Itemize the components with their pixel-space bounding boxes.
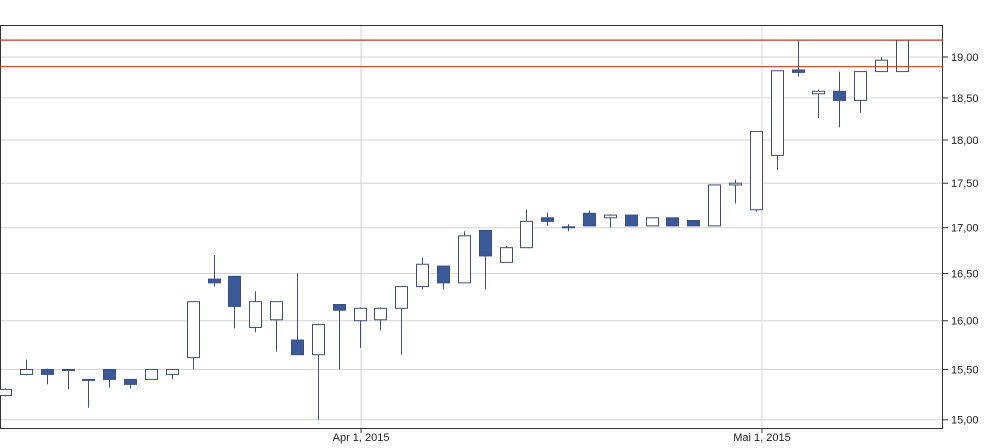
candle-body xyxy=(562,226,575,229)
candle-body xyxy=(166,368,179,375)
candle-body xyxy=(646,217,659,227)
y-tick-label: 17,50 xyxy=(951,178,979,190)
candle-body xyxy=(145,368,158,380)
candle-body xyxy=(833,90,846,101)
candle-body xyxy=(812,90,825,95)
candle-body xyxy=(604,214,617,219)
candle-body xyxy=(103,368,116,380)
candle-body xyxy=(20,368,33,375)
candle-body xyxy=(708,184,721,227)
candle-body xyxy=(416,263,429,288)
candle-body xyxy=(792,69,805,73)
candle-body xyxy=(354,307,367,322)
y-tick-label: 18,00 xyxy=(951,135,979,147)
candle-body xyxy=(312,324,325,356)
candle-body xyxy=(395,286,408,309)
y-tick-label: 15,50 xyxy=(951,364,979,376)
candle-body xyxy=(228,275,241,307)
candle-body xyxy=(520,220,533,249)
candle-body xyxy=(374,307,387,321)
candle-body xyxy=(187,301,200,359)
candle-body xyxy=(458,235,471,284)
candle-body xyxy=(82,378,95,381)
x-tick-label: Apr 1, 2015 xyxy=(333,432,390,444)
y-tick-label: 15,00 xyxy=(951,415,979,427)
candle-body xyxy=(41,368,54,375)
candle-body xyxy=(687,219,700,227)
candle-body xyxy=(0,388,12,396)
candle-body xyxy=(291,339,304,356)
y-tick-label: 16,50 xyxy=(951,268,979,280)
candle-body xyxy=(270,301,283,321)
y-tick-label: 17,00 xyxy=(951,223,979,235)
candle-body xyxy=(249,301,262,328)
y-tick-label: 19,00 xyxy=(951,52,979,64)
candle-body xyxy=(583,212,596,227)
candle-body xyxy=(541,217,554,222)
candle-body xyxy=(208,278,221,284)
candle-body xyxy=(625,214,638,227)
candle-body xyxy=(124,378,137,385)
candle-body xyxy=(771,70,784,156)
candle-body xyxy=(333,304,346,311)
candle-body xyxy=(500,247,513,263)
candle-body xyxy=(62,368,75,371)
candle-body xyxy=(666,217,679,227)
plot-frame xyxy=(0,25,943,429)
candle-body xyxy=(479,229,492,257)
x-tick-label: Mai 1, 2015 xyxy=(733,432,790,444)
candle-body xyxy=(729,182,742,186)
candle-body xyxy=(437,265,450,284)
candle-body xyxy=(854,71,867,101)
y-tick-label: 16,00 xyxy=(951,316,979,328)
candle-body xyxy=(875,59,888,73)
y-tick-label: 18,50 xyxy=(951,93,979,105)
candle-body xyxy=(750,130,763,211)
